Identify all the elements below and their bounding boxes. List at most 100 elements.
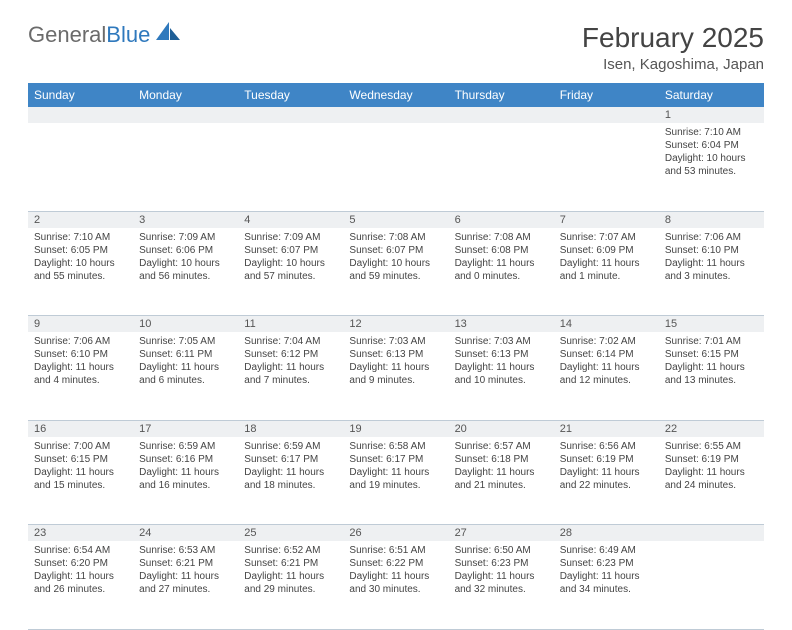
sunset-line: Sunset: 6:06 PM	[139, 244, 232, 257]
day-number: 7	[554, 211, 659, 228]
day-number: 26	[343, 525, 448, 542]
sunrise-line: Sunrise: 6:55 AM	[665, 440, 758, 453]
day-number: 6	[449, 211, 554, 228]
weekday-thursday: Thursday	[449, 83, 554, 107]
day-content-row: Sunrise: 7:10 AMSunset: 6:05 PMDaylight:…	[28, 228, 764, 316]
day-cell: Sunrise: 6:59 AMSunset: 6:16 PMDaylight:…	[133, 437, 238, 525]
day-number: 28	[554, 525, 659, 542]
daylight-line: Daylight: 11 hours and 34 minutes.	[560, 570, 653, 596]
day-number: 13	[449, 316, 554, 333]
day-details: Sunrise: 7:10 AMSunset: 6:05 PMDaylight:…	[28, 228, 133, 289]
day-cell: Sunrise: 7:08 AMSunset: 6:07 PMDaylight:…	[343, 228, 448, 316]
day-number: 14	[554, 316, 659, 333]
daylight-line: Daylight: 11 hours and 27 minutes.	[139, 570, 232, 596]
day-number: 17	[133, 420, 238, 437]
day-cell	[133, 123, 238, 211]
day-number	[659, 525, 764, 542]
daylight-line: Daylight: 11 hours and 7 minutes.	[244, 361, 337, 387]
day-cell: Sunrise: 6:58 AMSunset: 6:17 PMDaylight:…	[343, 437, 448, 525]
sunrise-line: Sunrise: 7:03 AM	[349, 335, 442, 348]
day-number: 27	[449, 525, 554, 542]
day-cell: Sunrise: 6:50 AMSunset: 6:23 PMDaylight:…	[449, 541, 554, 629]
logo-sail-icon	[156, 22, 182, 48]
daylight-line: Daylight: 11 hours and 16 minutes.	[139, 466, 232, 492]
weekday-sunday: Sunday	[28, 83, 133, 107]
day-number: 25	[238, 525, 343, 542]
daylight-line: Daylight: 11 hours and 0 minutes.	[455, 257, 548, 283]
day-cell: Sunrise: 7:04 AMSunset: 6:12 PMDaylight:…	[238, 332, 343, 420]
day-number: 21	[554, 420, 659, 437]
sunset-line: Sunset: 6:15 PM	[34, 453, 127, 466]
sunrise-line: Sunrise: 6:51 AM	[349, 544, 442, 557]
sunrise-line: Sunrise: 7:05 AM	[139, 335, 232, 348]
sunrise-line: Sunrise: 6:54 AM	[34, 544, 127, 557]
day-cell: Sunrise: 7:00 AMSunset: 6:15 PMDaylight:…	[28, 437, 133, 525]
sunset-line: Sunset: 6:15 PM	[665, 348, 758, 361]
sunrise-line: Sunrise: 6:53 AM	[139, 544, 232, 557]
day-number: 20	[449, 420, 554, 437]
day-number: 16	[28, 420, 133, 437]
daylight-line: Daylight: 11 hours and 3 minutes.	[665, 257, 758, 283]
daylight-line: Daylight: 11 hours and 15 minutes.	[34, 466, 127, 492]
day-cell	[554, 123, 659, 211]
day-cell: Sunrise: 7:05 AMSunset: 6:11 PMDaylight:…	[133, 332, 238, 420]
day-details: Sunrise: 6:59 AMSunset: 6:17 PMDaylight:…	[238, 437, 343, 498]
day-number	[554, 107, 659, 123]
sunset-line: Sunset: 6:17 PM	[349, 453, 442, 466]
day-details: Sunrise: 7:06 AMSunset: 6:10 PMDaylight:…	[659, 228, 764, 289]
day-cell: Sunrise: 7:09 AMSunset: 6:06 PMDaylight:…	[133, 228, 238, 316]
sunrise-line: Sunrise: 7:01 AM	[665, 335, 758, 348]
sunset-line: Sunset: 6:17 PM	[244, 453, 337, 466]
sunset-line: Sunset: 6:12 PM	[244, 348, 337, 361]
sunrise-line: Sunrise: 7:07 AM	[560, 231, 653, 244]
sunrise-line: Sunrise: 6:50 AM	[455, 544, 548, 557]
day-number-row: 232425262728	[28, 525, 764, 542]
weekday-tuesday: Tuesday	[238, 83, 343, 107]
month-title: February 2025	[582, 22, 764, 54]
day-details: Sunrise: 6:53 AMSunset: 6:21 PMDaylight:…	[133, 541, 238, 602]
sunrise-line: Sunrise: 7:06 AM	[665, 231, 758, 244]
day-details: Sunrise: 6:54 AMSunset: 6:20 PMDaylight:…	[28, 541, 133, 602]
sunrise-line: Sunrise: 6:58 AM	[349, 440, 442, 453]
day-number: 24	[133, 525, 238, 542]
daylight-line: Daylight: 11 hours and 13 minutes.	[665, 361, 758, 387]
sunrise-line: Sunrise: 7:08 AM	[349, 231, 442, 244]
day-number-row: 1	[28, 107, 764, 123]
day-details: Sunrise: 6:51 AMSunset: 6:22 PMDaylight:…	[343, 541, 448, 602]
weekday-wednesday: Wednesday	[343, 83, 448, 107]
day-number: 11	[238, 316, 343, 333]
day-cell	[659, 541, 764, 629]
day-number	[343, 107, 448, 123]
sunset-line: Sunset: 6:22 PM	[349, 557, 442, 570]
day-cell: Sunrise: 6:56 AMSunset: 6:19 PMDaylight:…	[554, 437, 659, 525]
sunrise-line: Sunrise: 6:59 AM	[244, 440, 337, 453]
sunset-line: Sunset: 6:05 PM	[34, 244, 127, 257]
daylight-line: Daylight: 10 hours and 56 minutes.	[139, 257, 232, 283]
day-details: Sunrise: 7:10 AMSunset: 6:04 PMDaylight:…	[659, 123, 764, 184]
day-cell	[28, 123, 133, 211]
sunrise-line: Sunrise: 6:52 AM	[244, 544, 337, 557]
day-number	[133, 107, 238, 123]
day-number	[449, 107, 554, 123]
day-details: Sunrise: 6:52 AMSunset: 6:21 PMDaylight:…	[238, 541, 343, 602]
day-cell: Sunrise: 6:54 AMSunset: 6:20 PMDaylight:…	[28, 541, 133, 629]
sunset-line: Sunset: 6:11 PM	[139, 348, 232, 361]
day-details: Sunrise: 7:01 AMSunset: 6:15 PMDaylight:…	[659, 332, 764, 393]
day-details: Sunrise: 6:49 AMSunset: 6:23 PMDaylight:…	[554, 541, 659, 602]
day-number: 4	[238, 211, 343, 228]
sunrise-line: Sunrise: 7:03 AM	[455, 335, 548, 348]
sunset-line: Sunset: 6:16 PM	[139, 453, 232, 466]
sunset-line: Sunset: 6:10 PM	[34, 348, 127, 361]
sunset-line: Sunset: 6:08 PM	[455, 244, 548, 257]
weekday-header-row: Sunday Monday Tuesday Wednesday Thursday…	[28, 83, 764, 107]
daylight-line: Daylight: 11 hours and 19 minutes.	[349, 466, 442, 492]
day-details: Sunrise: 7:04 AMSunset: 6:12 PMDaylight:…	[238, 332, 343, 393]
daylight-line: Daylight: 10 hours and 53 minutes.	[665, 152, 758, 178]
sunset-line: Sunset: 6:14 PM	[560, 348, 653, 361]
daylight-line: Daylight: 11 hours and 9 minutes.	[349, 361, 442, 387]
sunrise-line: Sunrise: 7:04 AM	[244, 335, 337, 348]
sunset-line: Sunset: 6:10 PM	[665, 244, 758, 257]
brand-logo: GeneralBlue	[28, 22, 182, 48]
day-cell: Sunrise: 7:10 AMSunset: 6:04 PMDaylight:…	[659, 123, 764, 211]
day-cell	[343, 123, 448, 211]
